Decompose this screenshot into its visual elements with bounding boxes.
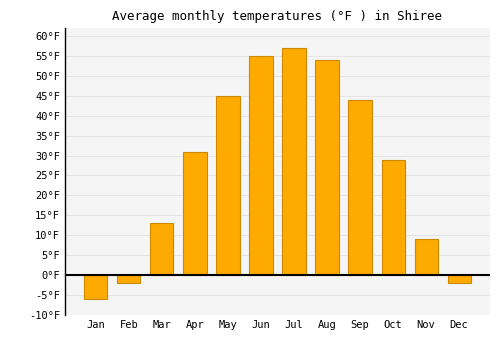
Bar xyxy=(216,96,240,275)
Bar xyxy=(250,56,272,275)
Bar xyxy=(118,275,141,283)
Bar xyxy=(414,239,438,275)
Bar xyxy=(184,152,206,275)
Bar xyxy=(448,275,470,283)
Bar xyxy=(84,275,108,299)
Bar xyxy=(282,48,306,275)
Title: Average monthly temperatures (°F ) in Shiree: Average monthly temperatures (°F ) in Sh… xyxy=(112,10,442,23)
Bar xyxy=(150,223,174,275)
Bar xyxy=(348,100,372,275)
Bar xyxy=(316,60,338,275)
Bar xyxy=(382,160,404,275)
